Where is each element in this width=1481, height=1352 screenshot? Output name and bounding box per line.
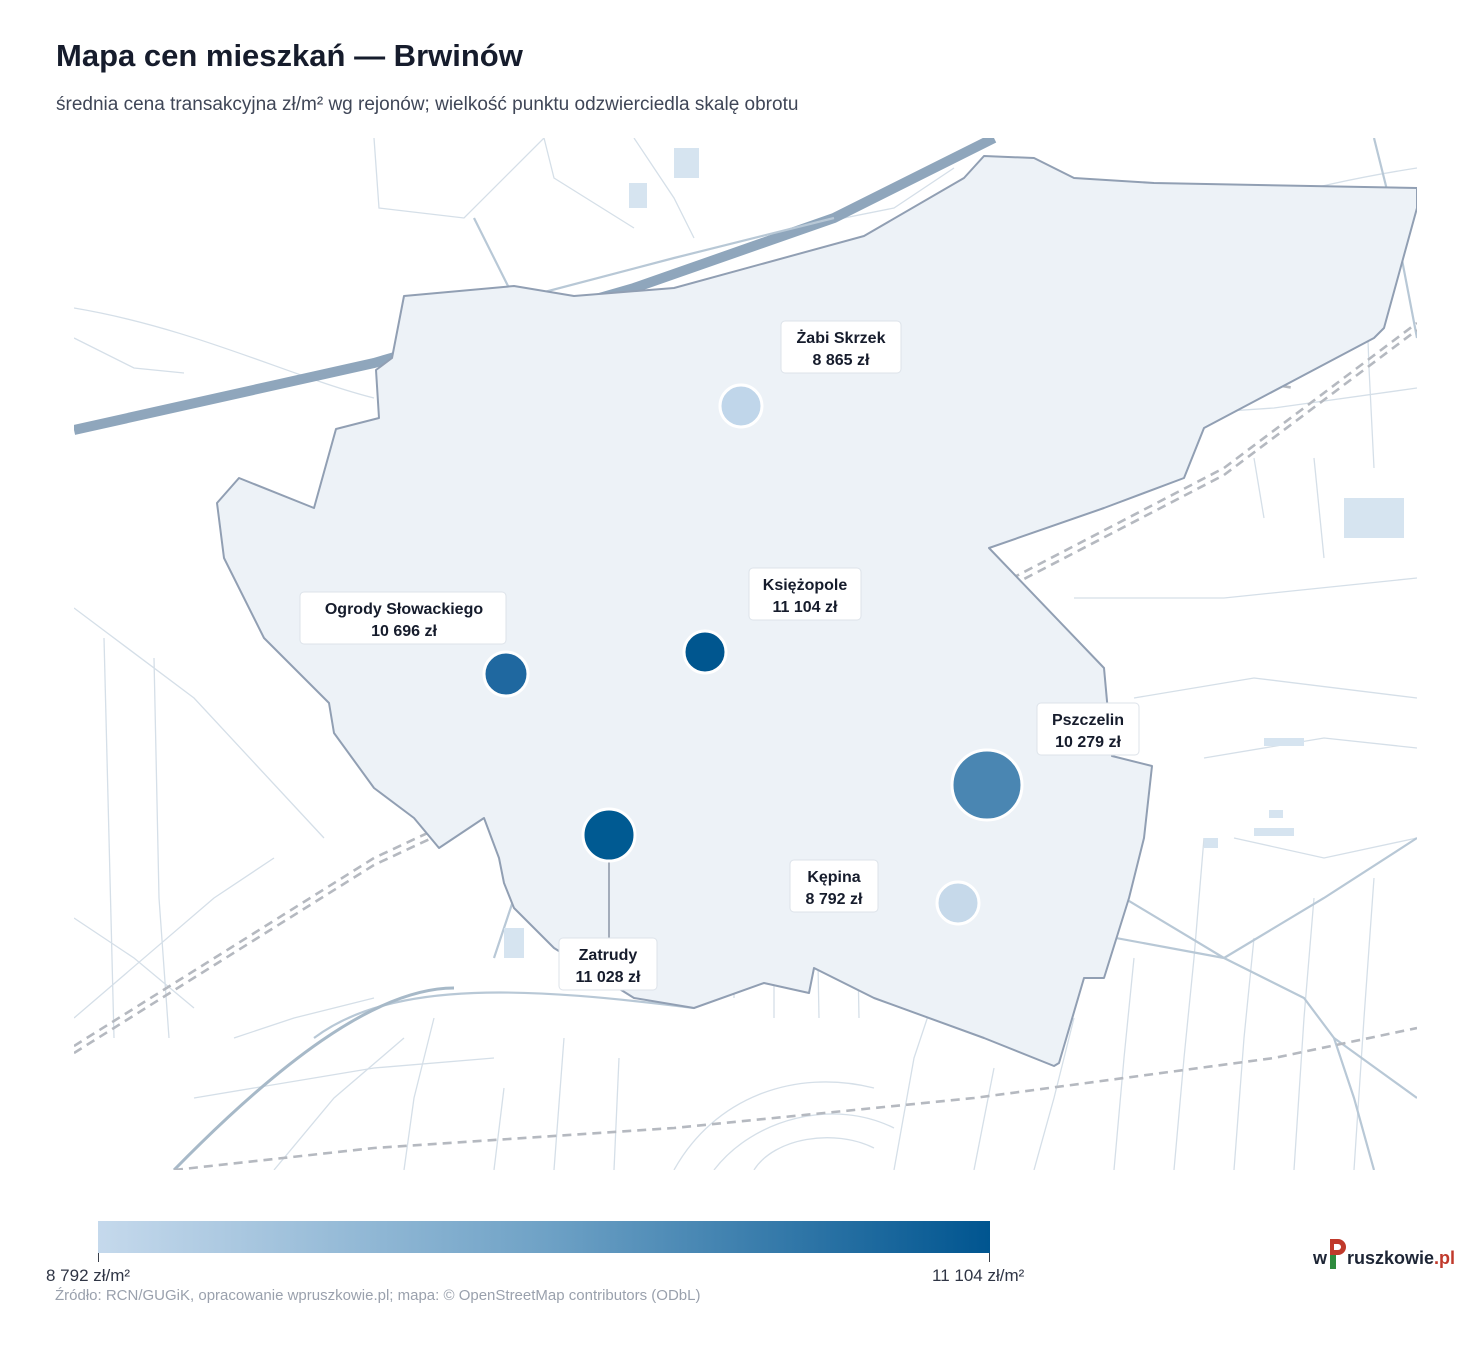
label-kepina-name: Kępina bbox=[807, 869, 860, 886]
label-zabi-skrzek: Żabi Skrzek 8 865 zł bbox=[780, 320, 902, 374]
label-pszczelin-name: Pszczelin bbox=[1052, 712, 1124, 729]
label-kepina: Kępina 8 792 zł bbox=[789, 859, 879, 913]
point-kepina[interactable] bbox=[935, 880, 981, 926]
logo-prefix: w bbox=[1313, 1248, 1328, 1268]
label-zabi-skrzek-price: 8 865 zł bbox=[813, 352, 870, 369]
label-pszczelin: Pszczelin 10 279 zł bbox=[1036, 702, 1140, 756]
point-ksiezopole[interactable] bbox=[682, 629, 728, 675]
source-note: Źródło: RCN/GUGiK, opracowanie wpruszkow… bbox=[55, 1287, 701, 1304]
map-canvas[interactable]: Żabi Skrzek 8 865 zł Księżopole 11 104 z… bbox=[74, 138, 1417, 1170]
label-ksiezopole-name: Księżopole bbox=[763, 577, 848, 594]
label-ogrody-slowackiego: Ogrody Słowackiego 10 696 zł bbox=[299, 591, 507, 645]
label-ksiezopole: Księżopole 11 104 zł bbox=[748, 567, 862, 621]
label-pszczelin-price: 10 279 zł bbox=[1055, 734, 1121, 751]
label-zatrudy-price: 11 028 zł bbox=[576, 969, 642, 986]
label-zatrudy: Zatrudy 11 028 zł bbox=[558, 937, 658, 991]
label-zatrudy-name: Zatrudy bbox=[579, 947, 638, 964]
legend-tick-min bbox=[98, 1253, 99, 1262]
logo-suffix: .pl bbox=[1434, 1248, 1456, 1268]
legend-tick-max bbox=[989, 1253, 990, 1262]
logo-p-icon bbox=[1328, 1239, 1347, 1269]
label-ogrody-slowackiego-price: 10 696 zł bbox=[371, 623, 437, 640]
point-zabi-skrzek[interactable] bbox=[718, 383, 764, 429]
map-subtitle: średnia cena transakcyjna zł/m² wg rejon… bbox=[56, 94, 799, 115]
wpruszkowie-logo[interactable]: w ruszkowie .pl bbox=[1313, 1233, 1455, 1269]
point-ogrody-slowackiego[interactable] bbox=[482, 650, 530, 698]
point-zatrudy[interactable] bbox=[581, 807, 637, 863]
logo-word: ruszkowie bbox=[1347, 1248, 1435, 1268]
label-zabi-skrzek-name: Żabi Skrzek bbox=[797, 329, 886, 347]
legend-max-label: 11 104 zł/m² bbox=[932, 1266, 1025, 1285]
label-ogrody-slowackiego-name: Ogrody Słowackiego bbox=[325, 601, 483, 618]
point-pszczelin[interactable] bbox=[950, 748, 1024, 822]
price-points bbox=[482, 383, 1024, 926]
label-ksiezopole-price: 11 104 zł bbox=[773, 599, 839, 616]
legend-min-label: 8 792 zł/m² bbox=[46, 1266, 131, 1285]
color-scale-bar bbox=[98, 1221, 990, 1253]
label-kepina-price: 8 792 zł bbox=[806, 891, 863, 908]
map-title: Mapa cen mieszkań — Brwinów bbox=[56, 38, 523, 73]
